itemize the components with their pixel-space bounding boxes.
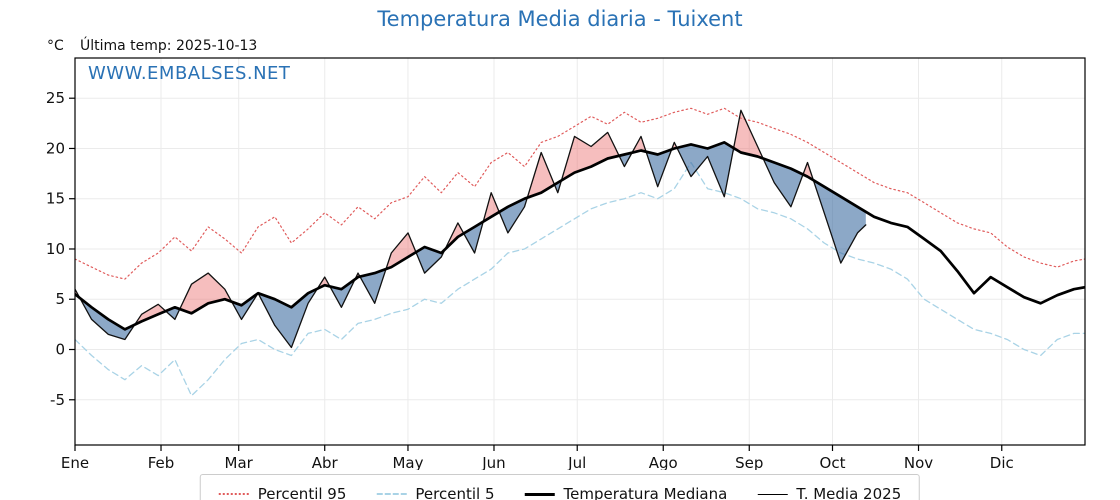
x-tick-label: Ago [649,454,678,470]
last-temp-label: Última temp: 2025-10-13 [80,38,258,54]
y-tick-label: 0 [55,341,65,359]
x-tick-label: Feb [148,454,175,470]
legend-label: Percentil 95 [257,485,347,500]
y-tick-label: 20 [46,139,65,157]
x-tick-label: Nov [904,454,933,470]
legend-line-p95-icon [218,493,249,495]
y-tick-label: -5 [50,391,65,409]
fill-above-median [75,110,866,330]
x-tick-label: Mar [225,454,254,470]
y-tick-label: 10 [46,240,65,258]
page-title: Temperatura Media diaria - Tuixent [377,7,743,31]
series-line-percentil-95 [75,107,1085,280]
watermark-text: WWW.EMBALSES.NET [88,63,291,84]
y-tick-label: 5 [55,290,65,308]
legend-label: T. Media 2025 [796,485,902,500]
x-tick-label: Sep [735,454,763,470]
plot-area: -5 0 5 10 15 20 25 Ene Feb Mar Abr May Jun Jul Ago Sep O… [46,57,1086,470]
x-tick-label: Jul [567,454,586,470]
legend-item-percentil-95: Percentil 95 [218,485,347,500]
x-tick-label: Jun [481,454,505,470]
legend-line-p5-icon [376,493,407,495]
legend-item-t-media-2025: T. Media 2025 [757,485,901,500]
legend-item-percentil-5: Percentil 5 [376,485,494,500]
legend-line-t2025-icon [757,493,788,495]
y-tick-label: 25 [46,89,65,107]
x-tick-label: May [392,454,423,470]
legend-label: Temperatura Mediana [563,485,728,500]
legend: Percentil 95 Percentil 5 Temperatura Med… [199,474,921,500]
y-axis-unit-label: °C [47,38,64,54]
y-tick-label: 15 [46,190,65,208]
x-tick-label: Oct [820,454,846,470]
plot-border [74,57,1086,446]
x-tick-label: Ene [61,454,89,470]
series-line-t-media-2025 [75,109,867,349]
series-line-percentil-5 [75,161,1085,397]
legend-line-mediana-icon [524,492,555,496]
legend-item-mediana: Temperatura Mediana [524,485,727,500]
series-line-temperatura-mediana [75,141,1085,331]
legend-label: Percentil 5 [415,485,495,500]
x-tick-label: Abr [312,454,339,470]
x-tick-label: Dic [990,454,1014,470]
